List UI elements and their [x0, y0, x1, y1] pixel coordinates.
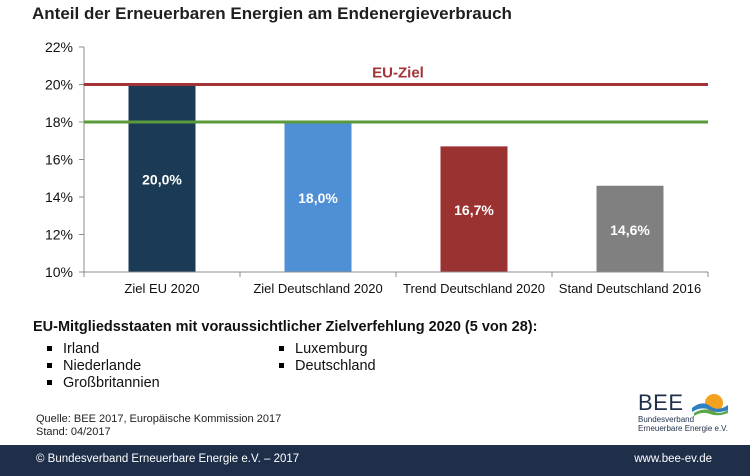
bars: [129, 85, 664, 273]
category-label: Trend Deutschland 2020: [403, 281, 545, 296]
list-item: Niederlande: [46, 358, 160, 375]
y-axis: 10% 12% 14% 16% 18% 20% 22%: [45, 39, 84, 280]
list-item: Irland: [46, 341, 160, 358]
country-list-right: Luxemburg Deutschland: [278, 341, 376, 375]
logo-wordmark: BEE: [638, 390, 684, 416]
category-label: Stand Deutschland 2016: [559, 281, 701, 296]
copyright-text: © Bundesverband Erneuerbare Energie e.V.…: [36, 453, 299, 465]
category-label: Ziel Deutschland 2020: [253, 281, 382, 296]
website-link[interactable]: www.bee-ev.de: [634, 453, 712, 465]
y-tick-label: 16%: [45, 152, 73, 168]
x-axis: Ziel EU 2020 Ziel Deutschland 2020 Trend D…: [84, 272, 708, 296]
reference-line-label: EU-Ziel: [372, 65, 424, 82]
logo-line: Bundesverband: [638, 415, 728, 424]
y-tick-label: 22%: [45, 39, 73, 55]
data-label: 20,0%: [142, 171, 182, 187]
source-line: Quelle: BEE 2017, Europäische Kommission…: [36, 413, 281, 426]
category-label: Ziel EU 2020: [124, 281, 199, 296]
list-item: Deutschland: [278, 358, 376, 375]
data-label: 18,0%: [298, 190, 338, 206]
y-tick-label: 14%: [45, 189, 73, 205]
list-item: Großbritannien: [46, 375, 160, 392]
y-tick-label: 18%: [45, 114, 73, 130]
logo-line: Erneuerbare Energie e.V.: [638, 424, 728, 433]
y-tick-label: 20%: [45, 77, 73, 93]
list-item: Luxemburg: [278, 341, 376, 358]
footer-bar: © Bundesverband Erneuerbare Energie e.V.…: [0, 445, 750, 476]
bee-logo: BEE Bundesverband Erneuerbare Energie e.…: [638, 390, 738, 440]
y-tick-label: 10%: [45, 264, 73, 280]
data-label: 14,6%: [610, 222, 650, 238]
country-list-left: Irland Niederlande Großbritannien: [46, 341, 160, 392]
section-title: EU-Mitgliedsstaaten mit voraussichtliche…: [33, 319, 537, 335]
source-note: Quelle: BEE 2017, Europäische Kommission…: [36, 413, 281, 439]
date-line: Stand: 04/2017: [36, 426, 281, 439]
data-labels: 20,0% 18,0% 16,7% 14,6%: [142, 171, 650, 238]
bar-chart: 10% 12% 14% 16% 18% 20% 22% EU-Ziel 20,0% 18,0%…: [0, 0, 750, 310]
logo-subtitle: Bundesverband Erneuerbare Energie e.V.: [638, 415, 728, 433]
y-tick-label: 12%: [45, 227, 73, 243]
data-label: 16,7%: [454, 202, 494, 218]
